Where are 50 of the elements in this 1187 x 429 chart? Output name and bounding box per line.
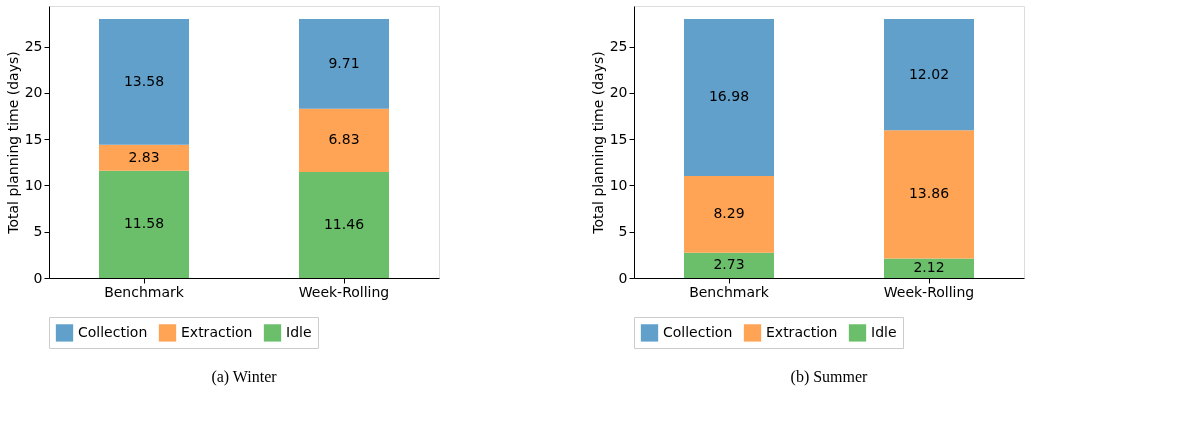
legend-label: Idle [871, 323, 897, 340]
legend-label: Collection [663, 323, 733, 340]
bar [99, 19, 189, 145]
bar [99, 170, 189, 278]
y-axis-title: Total planning time (days) [4, 51, 21, 235]
y-tick-label: 20 [609, 84, 628, 101]
data-label: 9.71 [328, 54, 360, 71]
legend-label: Extraction [766, 323, 838, 340]
data-label: 6.83 [328, 131, 360, 148]
x-tick-label: Week-Rolling [298, 283, 390, 300]
data-label: 16.98 [708, 88, 750, 105]
text: (b) Summer [790, 367, 869, 386]
bar [884, 258, 974, 278]
bar [299, 108, 389, 172]
y-tick-label: 15 [24, 130, 43, 147]
data-label: 13.58 [123, 72, 165, 89]
bar [684, 252, 774, 278]
y-tick-label: 15 [609, 130, 628, 147]
y-tick-label: 20 [24, 84, 43, 101]
bar [99, 144, 189, 171]
data-label: 11.46 [323, 215, 365, 232]
bar [299, 18, 389, 109]
y-tick-label: 0 [618, 269, 628, 286]
bar [884, 18, 974, 131]
bar [884, 130, 974, 259]
data-label: 12.02 [908, 65, 950, 82]
y-tick-label: 0 [33, 269, 43, 286]
y-tick-label: 10 [24, 176, 43, 193]
data-label: 2.83 [128, 148, 160, 165]
data-label: 2.12 [913, 259, 945, 276]
y-tick-label: 5 [33, 223, 43, 240]
legend-label: Extraction [181, 323, 253, 340]
x-tick-label: Week-Rolling [883, 283, 975, 300]
y-axis-title: Total planning time (days) [589, 51, 606, 235]
y-tick-label: 5 [618, 223, 628, 240]
bar [684, 176, 774, 253]
y-tick-label: 25 [24, 38, 43, 55]
data-label: 8.29 [713, 205, 745, 222]
bar [684, 18, 774, 177]
data-label: 2.73 [713, 256, 745, 273]
legend-label: Collection [78, 323, 148, 340]
data-label: 11.58 [123, 215, 165, 232]
legend-label: Idle [286, 323, 312, 340]
bar [299, 171, 389, 278]
y-tick-label: 25 [609, 38, 628, 55]
x-tick-label: Benchmark [689, 283, 770, 300]
y-tick-label: 10 [609, 176, 628, 193]
text: (a) Winter [211, 367, 278, 386]
x-tick-label: Benchmark [104, 283, 185, 300]
data-label: 13.86 [908, 185, 950, 202]
